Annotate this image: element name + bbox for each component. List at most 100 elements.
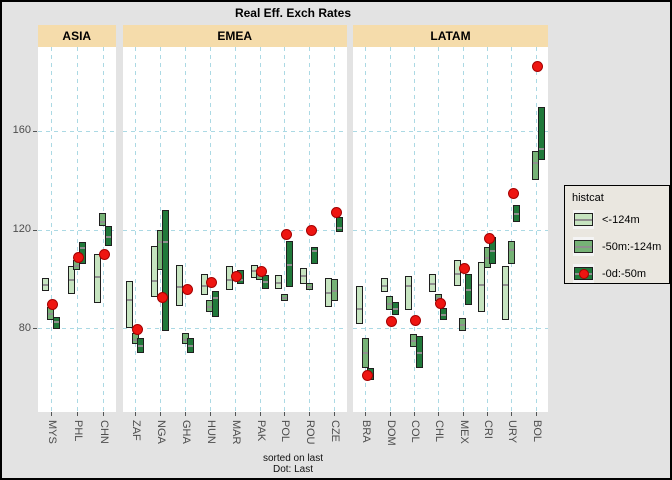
median-line [301,275,307,278]
gridline-vertical [50,47,52,412]
median-line [490,250,496,253]
range-box-dark-col [415,335,423,368]
gridline-vertical [334,47,336,412]
range-box-medium-cze [330,278,338,301]
range-box-dark-nga [162,209,170,331]
median-line [441,313,447,316]
last-value-dot-bol [532,61,544,73]
median-line [381,284,387,287]
range-box-dark-cze [336,217,344,232]
x-tick [487,412,489,416]
x-tick [511,412,513,416]
range-box-medium-bol [532,150,540,181]
y-tick [33,130,37,132]
median-line [479,283,485,286]
legend-item-older-124m: <-124m [573,210,640,229]
range-box-light-pol [275,275,283,289]
y-tick-label-160: 160 [12,124,31,137]
legend-key-medium [573,237,594,256]
x-tick [209,412,211,416]
x-tick [76,412,78,416]
range-box-dark-chn [104,225,112,246]
median-line [74,265,80,268]
median-line [177,286,183,289]
median-line [276,281,282,284]
caption-dot-note: Dot: Last [272,464,314,475]
light-green-swatch [574,213,593,226]
last-value-dot-pol [280,228,292,240]
last-value-dot-rou [305,225,317,237]
median-line [127,298,133,301]
gridline-vertical [209,47,211,412]
x-label-dom: DOM [384,420,397,446]
x-tick [438,412,440,416]
gridline-vertical [511,47,513,412]
x-tick [413,412,415,416]
last-value-dot-chl [434,297,446,309]
median-line [281,297,287,300]
median-line [306,286,312,289]
gridline-vertical [102,47,104,412]
median-line [79,246,85,249]
range-box-light-col [404,276,412,310]
gridline-vertical [365,47,367,412]
medium-green-swatch [574,240,593,253]
range-box-dark-pak [261,275,269,289]
range-box-dark-mys [52,317,60,330]
x-label-rou: ROU [304,420,317,445]
range-box-dark-mex [464,273,472,305]
legend-title: histcat [572,192,604,204]
median-line [411,340,417,343]
median-line [392,308,398,311]
median-line [337,227,343,230]
last-value-dot-nga [156,291,168,303]
last-value-dot-mar [231,270,243,282]
median-line [538,148,544,151]
x-label-zaf: ZAF [130,420,143,441]
x-tick [462,412,464,416]
median-line [251,270,257,273]
x-label-gha: GHA [180,420,193,444]
legend-label: <-124m [602,213,640,226]
gridline-vertical [462,47,464,412]
dark-green-swatch [574,267,593,280]
median-line [416,351,422,354]
median-line [48,313,54,316]
x-tick [234,412,236,416]
x-label-cze: CZE [329,420,342,442]
last-value-dot-mex [459,263,471,275]
median-line [331,289,337,292]
range-box-light-mex [453,260,461,287]
legend-key-dark-dot [573,264,594,283]
last-value-dot-cze [330,206,342,218]
range-box-medium-rou [305,282,313,290]
median-line [430,283,436,286]
range-box-light-ury [502,266,510,320]
range-box-medium-chn [99,213,107,226]
range-box-light-dom [380,277,388,293]
x-label-hun: HUN [204,420,217,444]
x-tick [50,412,52,416]
gridline-vertical [438,47,440,412]
median-line [182,338,188,341]
gridline-horizontal [353,130,548,132]
legend-label: -0d:-50m [602,267,647,280]
y-tick-label-120: 120 [12,223,31,235]
range-box-light-rou [300,267,308,284]
median-line [326,292,332,295]
median-line [465,288,471,291]
legend-key-light [573,210,594,229]
last-value-dot-phl [73,252,85,264]
last-value-dot-dom [386,316,398,328]
range-box-light-cri [478,261,486,313]
median-line [201,284,207,287]
x-label-pol: POL [279,420,292,443]
range-box-light-bra [356,286,364,325]
strip-asia: ASIA [38,25,116,47]
median-line [188,345,194,348]
range-box-medium-bra [361,338,369,368]
x-label-phl: PHL [71,420,84,442]
median-line [312,250,318,253]
gridline-vertical [487,47,489,412]
median-line [226,278,232,281]
